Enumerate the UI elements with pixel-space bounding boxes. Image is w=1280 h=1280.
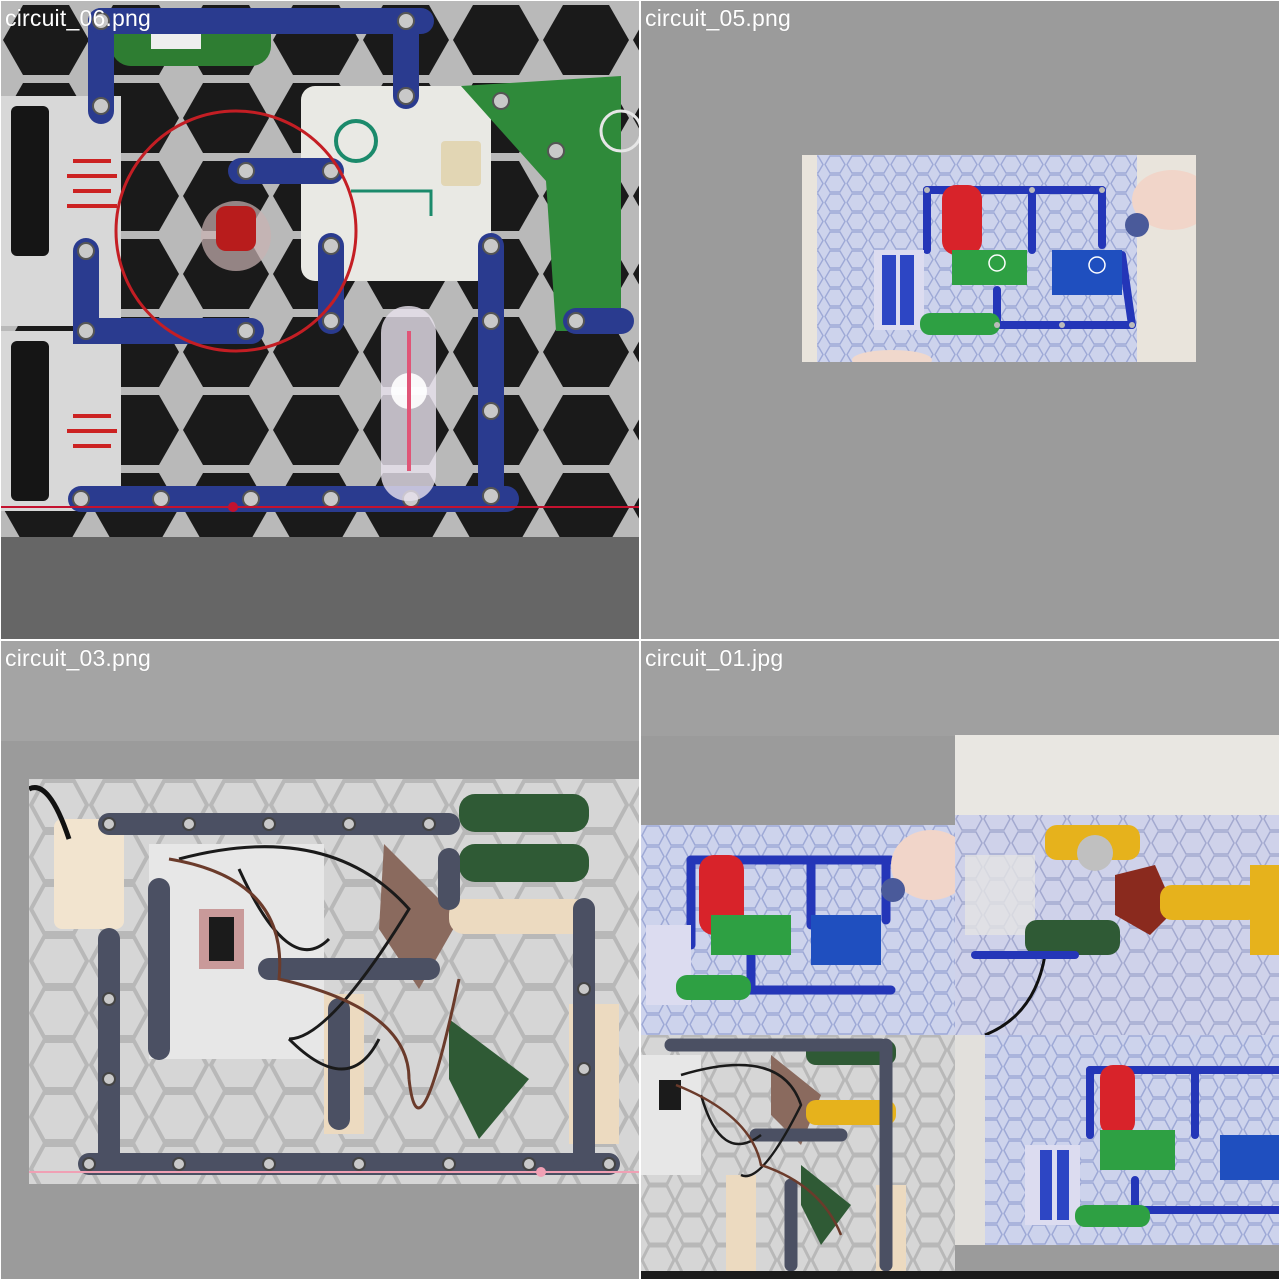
letterbox-bar xyxy=(1,537,639,639)
circuit-photo-closeup xyxy=(1,1,639,537)
image-tile-circuit-05[interactable]: circuit_05.png xyxy=(641,1,1279,639)
mosaic-board-blue xyxy=(641,825,955,1035)
circuit-photo-seven-segment xyxy=(29,779,639,1184)
image-tile-circuit-06[interactable]: circuit_06.png xyxy=(1,1,639,639)
gradient-band xyxy=(1,641,639,741)
image-tile-circuit-01[interactable]: circuit_01.jpg xyxy=(641,641,1279,1279)
tile-filename-label: circuit_05.png xyxy=(645,5,791,31)
mosaic-board-motor xyxy=(955,735,1279,1035)
gradient-band xyxy=(641,641,1279,736)
mosaic-board-seven-segment xyxy=(641,1035,955,1279)
tile-filename-label: circuit_06.png xyxy=(5,5,151,31)
image-tile-circuit-03[interactable]: circuit_03.png xyxy=(1,641,639,1279)
circuit-photo-board xyxy=(802,155,1196,362)
mosaic-board-blue-2 xyxy=(955,1035,1279,1245)
bottom-strip xyxy=(641,1271,1279,1279)
tile-filename-label: circuit_03.png xyxy=(5,645,151,671)
tile-filename-label: circuit_01.jpg xyxy=(645,645,784,671)
